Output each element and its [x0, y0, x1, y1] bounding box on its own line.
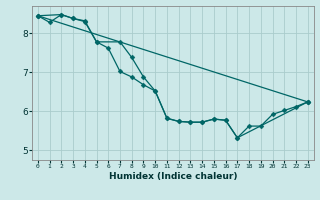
X-axis label: Humidex (Indice chaleur): Humidex (Indice chaleur) — [108, 172, 237, 181]
